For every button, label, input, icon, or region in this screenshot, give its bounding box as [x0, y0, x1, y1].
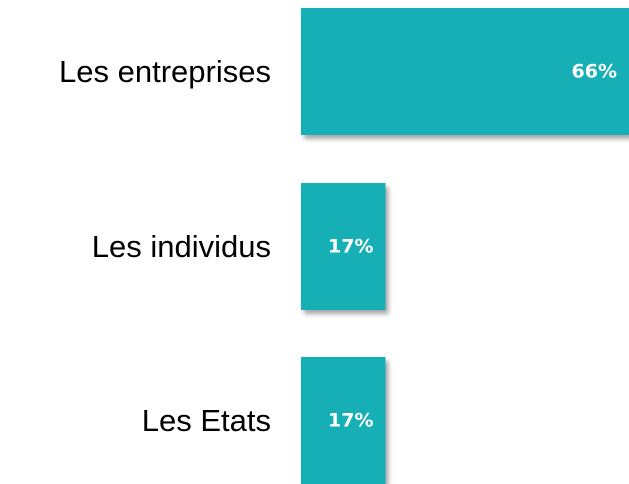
bar-les-etats [301, 357, 386, 484]
value-label-les-etats: 17% [328, 410, 373, 432]
value-labels-group: 66% 17% 17% [328, 61, 617, 432]
category-label-les-etats: Les Etats [142, 403, 271, 438]
value-label-les-entreprises: 66% [572, 61, 617, 83]
category-label-les-individus: Les individus [92, 229, 271, 264]
bar-les-individus [301, 183, 386, 310]
value-label-les-individus: 17% [328, 236, 373, 258]
category-labels-group: Les entreprises Les individus Les Etats [59, 54, 271, 438]
category-label-les-entreprises: Les entreprises [59, 54, 271, 89]
bar-les-entreprises [301, 8, 629, 135]
bars-group [301, 8, 629, 484]
